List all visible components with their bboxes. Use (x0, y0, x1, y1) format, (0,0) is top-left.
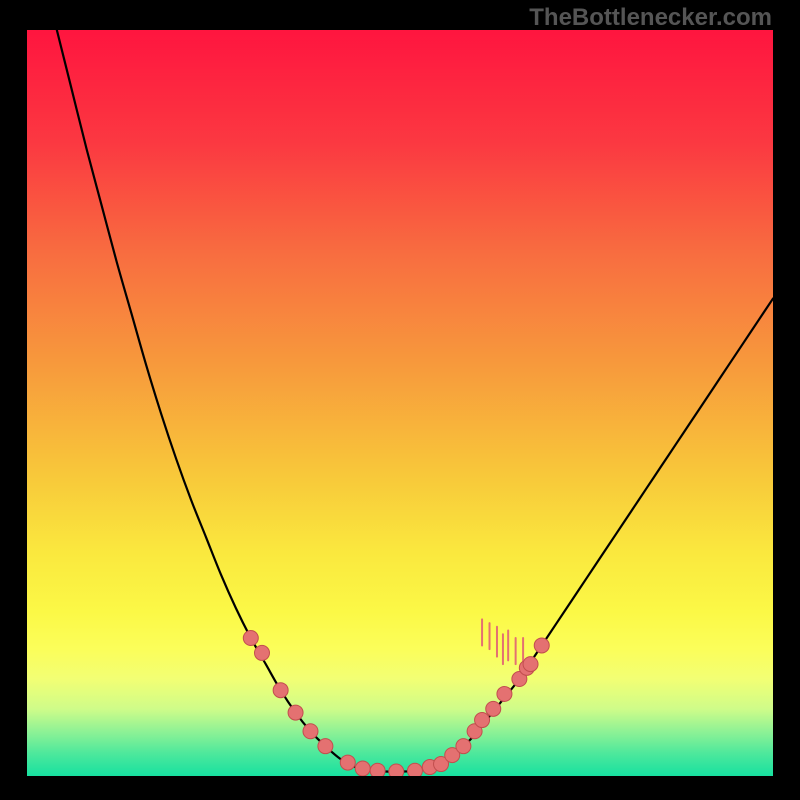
data-marker (318, 739, 333, 754)
data-marker (497, 686, 512, 701)
data-marker (370, 763, 385, 776)
data-marker (407, 763, 422, 776)
curve-layer (27, 30, 773, 776)
bottleneck-curve (57, 30, 773, 772)
data-marker (243, 630, 258, 645)
data-marker (254, 645, 269, 660)
data-marker (456, 739, 471, 754)
data-marker (288, 705, 303, 720)
data-marker (389, 764, 404, 776)
plot-area (27, 30, 773, 776)
data-marker (273, 683, 288, 698)
chart-stage: TheBottlenecker.com (0, 0, 800, 800)
data-marker (475, 713, 490, 728)
data-marker (303, 724, 318, 739)
data-marker (355, 761, 370, 776)
data-marker (486, 701, 501, 716)
data-marker (534, 638, 549, 653)
data-marker (523, 657, 538, 672)
watermark-label: TheBottlenecker.com (529, 4, 772, 32)
data-marker (340, 755, 355, 770)
